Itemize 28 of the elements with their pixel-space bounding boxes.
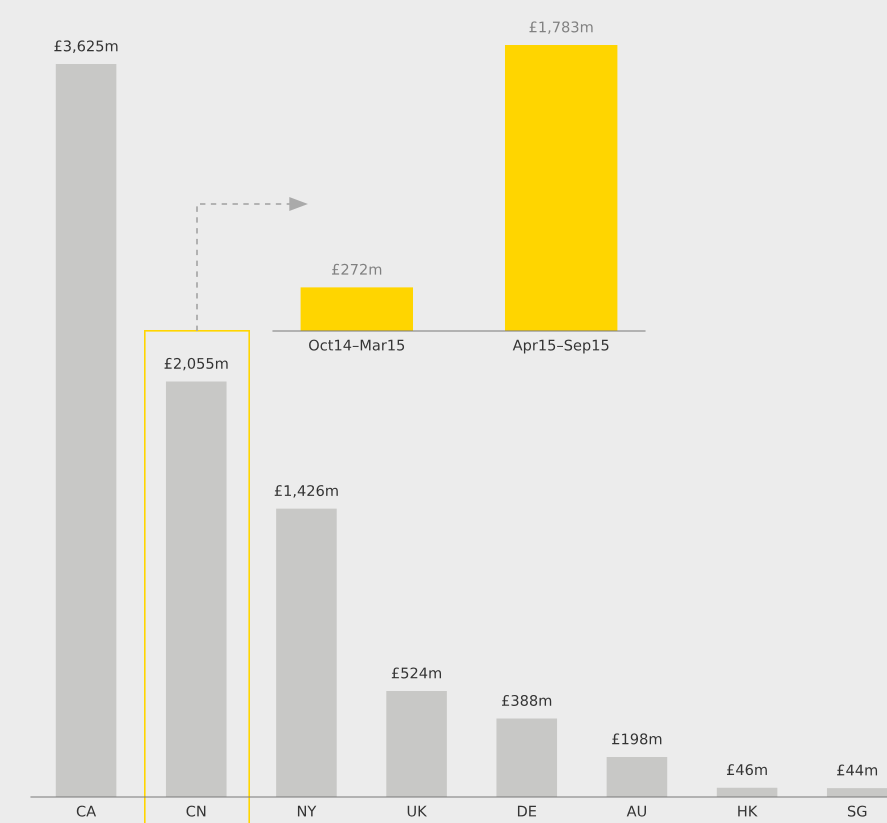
x-tick-label: Apr15–Sep15 <box>512 340 608 354</box>
bar <box>606 756 668 797</box>
data-label: £272m <box>332 264 382 275</box>
data-label: £3,625m <box>54 40 118 53</box>
x-tick-label: CA <box>76 806 96 817</box>
data-label: £1,426m <box>274 485 338 498</box>
bar <box>166 381 227 797</box>
bar <box>716 788 778 797</box>
x-tick-label: CN <box>186 806 206 817</box>
data-label: £2,055m <box>164 358 228 370</box>
x-tick-label: DE <box>518 806 536 816</box>
bar <box>826 788 887 797</box>
x-tick-label: Oct14–Mar15 <box>309 340 404 351</box>
bar <box>56 64 116 797</box>
data-label: £44m <box>837 764 878 776</box>
x-tick-label: SG <box>848 806 866 817</box>
x-tick-label: NY <box>298 806 316 816</box>
bar <box>386 691 447 797</box>
data-label: £524m <box>392 667 442 678</box>
data-label: £198m <box>612 733 662 744</box>
bar <box>276 508 337 797</box>
x-tick-label: AU <box>626 806 646 817</box>
bar <box>496 718 558 797</box>
data-label: £1,783m <box>530 21 593 34</box>
x-tick-label: HK <box>738 806 758 816</box>
data-label: £46m <box>726 764 767 776</box>
data-label: £388m <box>502 694 552 706</box>
x-tick-label: UK <box>408 806 428 817</box>
